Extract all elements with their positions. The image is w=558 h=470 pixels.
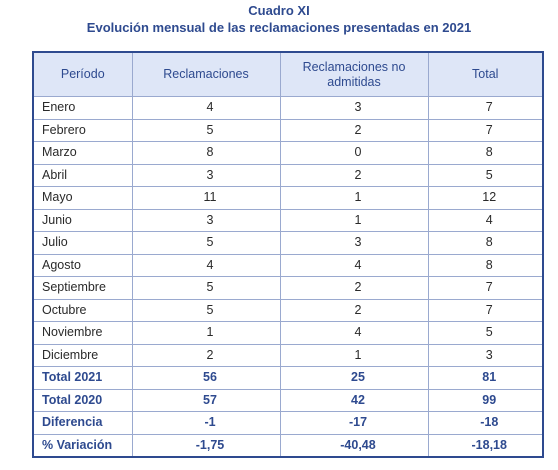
summary-row: Diferencia -1 -17 -18 <box>32 411 544 435</box>
total-cell: 8 <box>427 253 544 277</box>
period-cell: Agosto <box>32 253 133 277</box>
total-cell: 8 <box>427 231 544 255</box>
table-row: Septiembre 5 2 7 <box>32 276 544 300</box>
total-cell: 7 <box>427 96 544 120</box>
no-admitidas-cell: 2 <box>279 276 429 300</box>
period-cell: % Variación <box>32 433 133 458</box>
no-admitidas-cell: 3 <box>279 96 429 120</box>
total-cell: 7 <box>427 298 544 322</box>
header-reclamaciones: Reclamaciones <box>131 51 281 97</box>
no-admitidas-cell: 0 <box>279 141 429 165</box>
table-title: Evolución mensual de las reclamaciones p… <box>86 20 472 35</box>
period-cell: Enero <box>32 96 133 120</box>
total-cell: -18,18 <box>427 433 544 458</box>
period-cell: Marzo <box>32 141 133 165</box>
reclamaciones-cell: -1 <box>131 411 281 435</box>
no-admitidas-cell: 2 <box>279 118 429 142</box>
total-cell: 7 <box>427 276 544 300</box>
header-periodo: Período <box>32 51 133 97</box>
table-caption: Cuadro XI Evolución mensual de las recla… <box>0 2 558 36</box>
no-admitidas-cell: 2 <box>279 298 429 322</box>
reclamaciones-cell: 3 <box>131 163 281 187</box>
reclamaciones-cell: 3 <box>131 208 281 232</box>
period-cell: Mayo <box>32 186 133 210</box>
no-admitidas-cell: 1 <box>279 208 429 232</box>
period-cell: Febrero <box>32 118 133 142</box>
summary-row: % Variación -1,75 -40,48 -18,18 <box>32 433 544 458</box>
header-row: Período Reclamaciones Reclamaciones no a… <box>32 51 544 97</box>
table-row: Febrero 5 2 7 <box>32 118 544 142</box>
reclamaciones-cell: 1 <box>131 321 281 345</box>
table-body: Enero 4 3 7 Febrero 5 2 7 Marzo 8 0 8 Abril 3 2 5 Mayo 11… <box>32 96 544 458</box>
period-cell: Noviembre <box>32 321 133 345</box>
claims-table: Período Reclamaciones Reclamaciones no a… <box>32 51 544 458</box>
total-cell: 99 <box>427 388 544 412</box>
total-cell: -18 <box>427 411 544 435</box>
period-cell: Total 2020 <box>32 388 133 412</box>
table-row: Mayo 11 1 12 <box>32 186 544 210</box>
period-cell: Diciembre <box>32 343 133 367</box>
no-admitidas-cell: 1 <box>279 186 429 210</box>
reclamaciones-cell: 2 <box>131 343 281 367</box>
total-cell: 4 <box>427 208 544 232</box>
table-row: Octubre 5 2 7 <box>32 298 544 322</box>
total-cell: 3 <box>427 343 544 367</box>
reclamaciones-cell: 11 <box>131 186 281 210</box>
summary-row: Total 2020 57 42 99 <box>32 388 544 412</box>
total-cell: 81 <box>427 366 544 390</box>
no-admitidas-cell: 2 <box>279 163 429 187</box>
total-cell: 12 <box>427 186 544 210</box>
reclamaciones-cell: 57 <box>131 388 281 412</box>
no-admitidas-cell: 25 <box>279 366 429 390</box>
period-cell: Julio <box>32 231 133 255</box>
table-number: Cuadro XI <box>248 3 310 18</box>
reclamaciones-cell: 4 <box>131 253 281 277</box>
table-row: Marzo 8 0 8 <box>32 141 544 165</box>
total-cell: 5 <box>427 163 544 187</box>
no-admitidas-cell: 4 <box>279 253 429 277</box>
header-total: Total <box>427 51 544 97</box>
no-admitidas-cell: -40,48 <box>279 433 429 458</box>
no-admitidas-cell: 3 <box>279 231 429 255</box>
reclamaciones-cell: 5 <box>131 298 281 322</box>
no-admitidas-cell: -17 <box>279 411 429 435</box>
table-row: Agosto 4 4 8 <box>32 253 544 277</box>
header-no-admitidas: Reclamaciones no admitidas <box>279 51 429 97</box>
reclamaciones-cell: 5 <box>131 118 281 142</box>
period-cell: Septiembre <box>32 276 133 300</box>
table-row: Noviembre 1 4 5 <box>32 321 544 345</box>
table-row: Diciembre 2 1 3 <box>32 343 544 367</box>
period-cell: Diferencia <box>32 411 133 435</box>
total-cell: 8 <box>427 141 544 165</box>
table-row: Julio 5 3 8 <box>32 231 544 255</box>
summary-row: Total 2021 56 25 81 <box>32 366 544 390</box>
reclamaciones-cell: 5 <box>131 231 281 255</box>
reclamaciones-cell: 5 <box>131 276 281 300</box>
period-cell: Junio <box>32 208 133 232</box>
reclamaciones-cell: 8 <box>131 141 281 165</box>
table-row: Abril 3 2 5 <box>32 163 544 187</box>
reclamaciones-cell: 4 <box>131 96 281 120</box>
reclamaciones-cell: -1,75 <box>131 433 281 458</box>
period-cell: Total 2021 <box>32 366 133 390</box>
total-cell: 7 <box>427 118 544 142</box>
period-cell: Abril <box>32 163 133 187</box>
no-admitidas-cell: 42 <box>279 388 429 412</box>
period-cell: Octubre <box>32 298 133 322</box>
no-admitidas-cell: 4 <box>279 321 429 345</box>
no-admitidas-cell: 1 <box>279 343 429 367</box>
reclamaciones-cell: 56 <box>131 366 281 390</box>
total-cell: 5 <box>427 321 544 345</box>
table-row: Enero 4 3 7 <box>32 96 544 120</box>
table-row: Junio 3 1 4 <box>32 208 544 232</box>
